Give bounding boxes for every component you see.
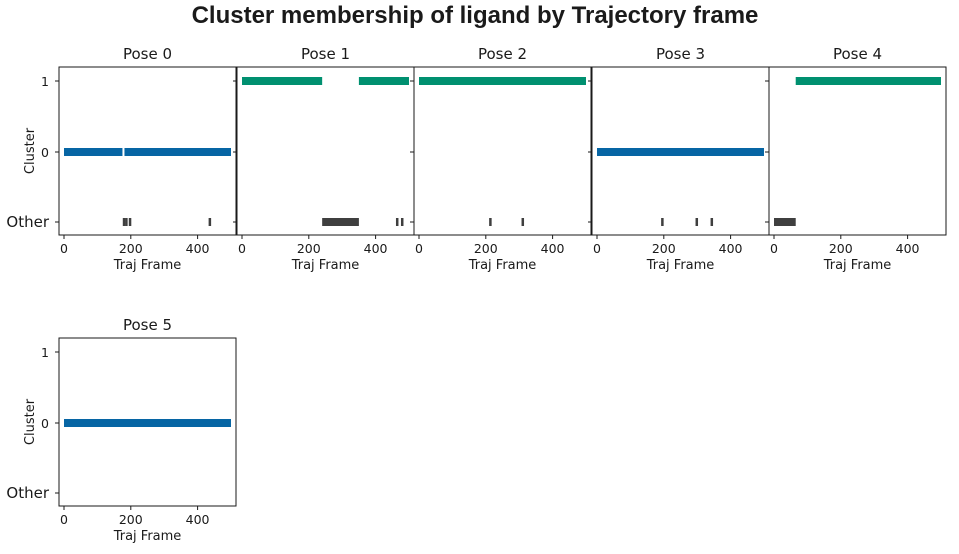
panel-pose-5: Pose 5 0 200 400 Traj Frame 1 0 Other Cluster xyxy=(6,316,237,544)
x-tick-label: 400 xyxy=(186,241,210,256)
x-axis-label: Traj Frame xyxy=(823,258,892,273)
x-tick-label: 0 xyxy=(238,241,246,256)
bar-cluster-other xyxy=(695,218,699,226)
x-tick-label: 400 xyxy=(364,241,388,256)
axes-frame xyxy=(236,66,415,236)
panel-pose-0: Pose 0 0 200 400 Traj Frame 1 0 Other Cluster xyxy=(6,45,237,273)
y-tick-label: Other xyxy=(6,484,49,502)
y-tick-label: 0 xyxy=(41,416,49,431)
bar-cluster-other xyxy=(489,218,492,226)
bar-cluster-1 xyxy=(419,77,586,85)
axes-frame xyxy=(58,337,237,507)
bar-cluster-1 xyxy=(358,77,409,85)
y-tick-label: 1 xyxy=(41,74,49,89)
panel-pose-4: Pose 4 0 200 400 Traj Frame xyxy=(765,45,947,273)
bar-cluster-other xyxy=(322,218,359,226)
y-tick-label: 1 xyxy=(41,345,49,360)
panel-title: Pose 1 xyxy=(301,45,350,63)
x-tick-label: 200 xyxy=(297,241,321,256)
x-tick-label: 0 xyxy=(60,512,68,527)
y-axis-label: Cluster xyxy=(23,398,38,445)
bar-cluster-other xyxy=(710,218,714,226)
bar-cluster-1 xyxy=(795,77,941,85)
panel-title: Pose 3 xyxy=(656,45,705,63)
bar-cluster-other xyxy=(208,218,212,226)
x-tick-label: 0 xyxy=(593,241,601,256)
figure-title: Cluster membership of ligand by Trajecto… xyxy=(192,2,759,29)
x-axis-label: Traj Frame xyxy=(646,258,715,273)
panel-pose-2: Pose 2 0 200 400 Traj Frame xyxy=(410,45,592,273)
y-axis-label: Cluster xyxy=(23,127,38,174)
x-tick-label: 200 xyxy=(119,241,143,256)
bar-cluster-other xyxy=(400,218,404,226)
bar-cluster-other xyxy=(395,218,399,226)
axes-frame xyxy=(58,66,237,236)
x-tick-label: 200 xyxy=(119,512,143,527)
x-tick-label: 200 xyxy=(652,241,676,256)
x-tick-label: 0 xyxy=(415,241,423,256)
panel-title: Pose 4 xyxy=(833,45,882,63)
panel-pose-3: Pose 3 0 200 400 Traj Frame xyxy=(588,45,770,273)
x-axis-label: Traj Frame xyxy=(468,258,537,273)
bar-cluster-other xyxy=(125,218,128,226)
x-tick-label: 0 xyxy=(770,241,778,256)
y-tick-label: 0 xyxy=(41,145,49,160)
bar-cluster-other xyxy=(774,218,796,226)
bar-cluster-0 xyxy=(124,148,231,156)
x-tick-label: 400 xyxy=(719,241,743,256)
panel-title: Pose 0 xyxy=(123,45,172,63)
panel-pose-1: Pose 1 0 200 400 Traj Frame xyxy=(233,45,415,273)
x-tick-label: 0 xyxy=(60,241,68,256)
x-tick-label: 200 xyxy=(474,241,498,256)
x-tick-label: 400 xyxy=(186,512,210,527)
x-tick-label: 200 xyxy=(829,241,853,256)
panel-title: Pose 5 xyxy=(123,316,172,334)
panel-title: Pose 2 xyxy=(478,45,527,63)
bar-cluster-other xyxy=(122,218,126,226)
y-tick-label: Other xyxy=(6,213,49,231)
bar-cluster-other xyxy=(128,218,132,226)
axes-frame xyxy=(413,66,592,236)
x-tick-label: 400 xyxy=(541,241,565,256)
bar-cluster-0 xyxy=(64,148,123,156)
x-axis-label: Traj Frame xyxy=(113,258,182,273)
x-tick-label: 400 xyxy=(896,241,920,256)
x-axis-label: Traj Frame xyxy=(291,258,360,273)
bar-cluster-other xyxy=(521,218,525,226)
bar-cluster-0 xyxy=(64,419,231,427)
axes-frame xyxy=(768,66,947,236)
bar-cluster-other xyxy=(661,218,664,226)
bar-cluster-0 xyxy=(597,148,764,156)
x-axis-label: Traj Frame xyxy=(113,529,182,544)
bar-cluster-1 xyxy=(242,77,323,85)
